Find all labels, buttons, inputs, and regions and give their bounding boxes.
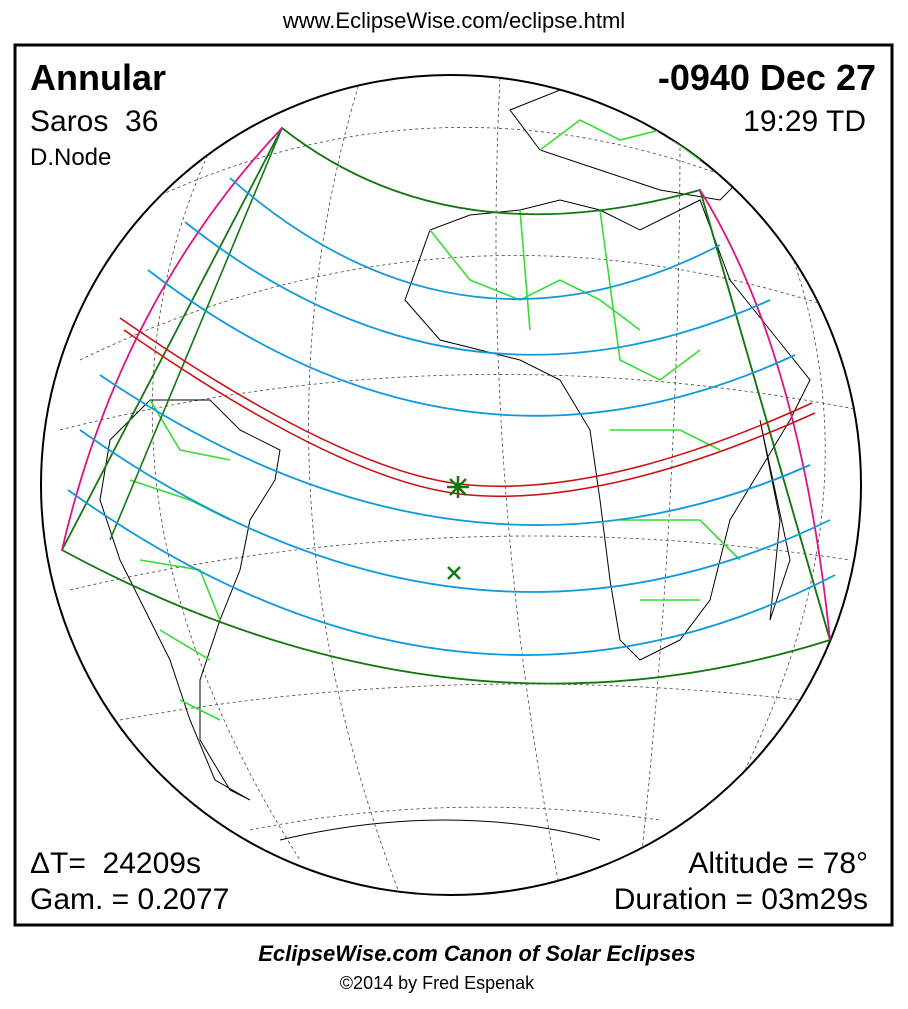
node: D.Node (30, 144, 111, 171)
duration: Duration = 03m29s (614, 883, 868, 916)
greatest-eclipse (447, 476, 469, 580)
delta-t: ΔT= 24209s (30, 847, 201, 880)
url: www.EclipseWise.com/eclipse.html (282, 8, 625, 33)
altitude: Altitude = 78° (688, 847, 868, 880)
gamma: Gam. = 0.2077 (30, 883, 229, 916)
saros: Saros 36 (30, 105, 158, 138)
eclipse-type: Annular (30, 57, 166, 98)
eclipse-date: -0940 Dec 27 (658, 57, 876, 98)
globe (40, 74, 862, 896)
eclipse-path (60, 126, 836, 685)
time: 19:29 TD (743, 105, 866, 138)
footer-title: EclipseWise.com Canon of Solar Eclipses (258, 941, 696, 966)
footer-credit: ©2014 by Fred Espenak (340, 973, 535, 993)
